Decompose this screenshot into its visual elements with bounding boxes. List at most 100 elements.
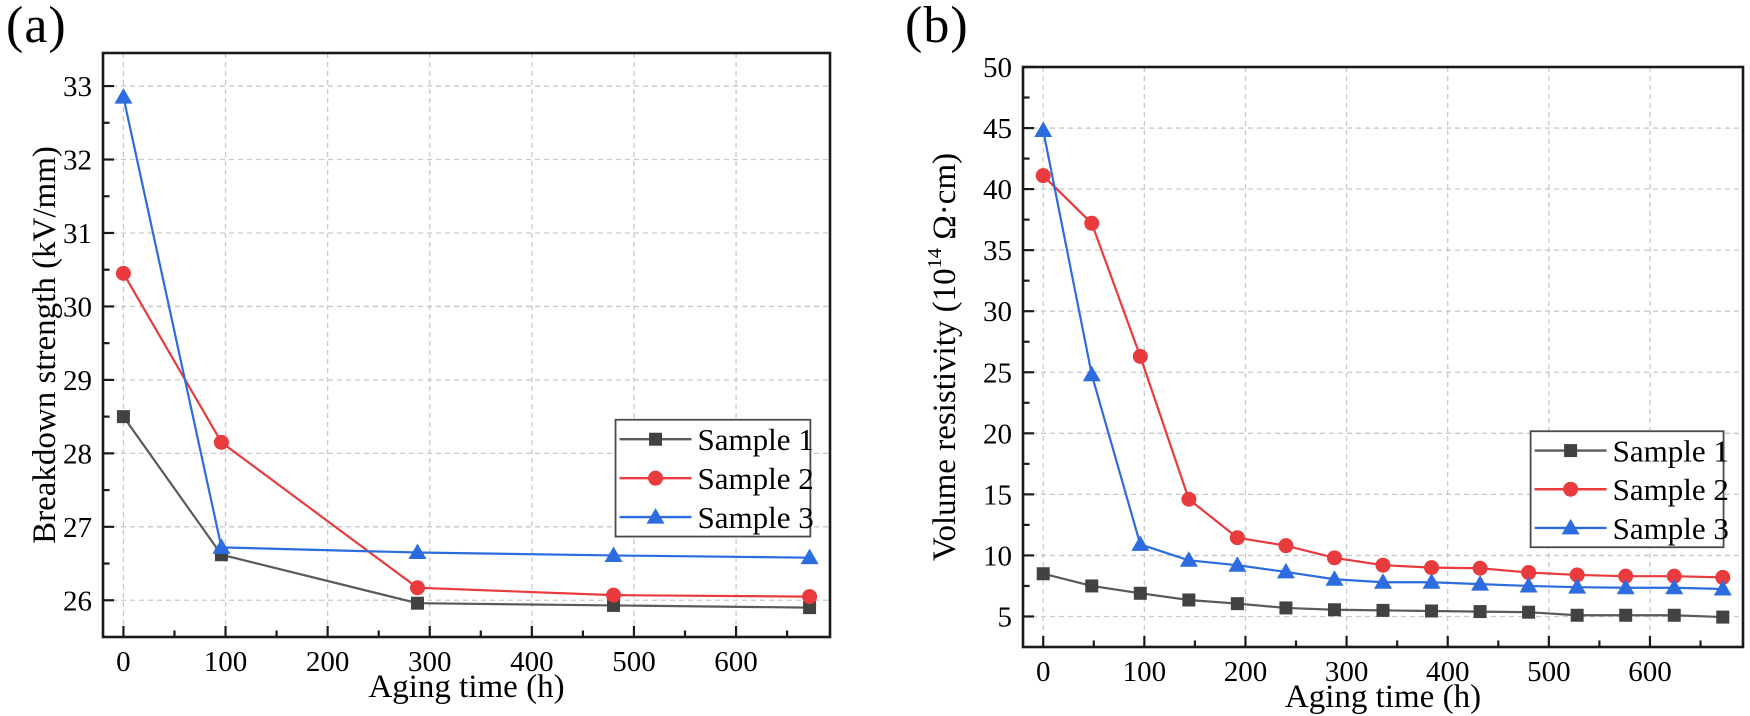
legend-label: Sample 3 bbox=[1613, 511, 1729, 546]
data-point-sample-3 bbox=[114, 88, 133, 104]
data-point-sample-2 bbox=[213, 434, 229, 450]
y-axis-tick-label: 40 bbox=[983, 174, 1012, 206]
x-axis-tick-label: 300 bbox=[1325, 656, 1369, 688]
data-point-sample-2 bbox=[1035, 168, 1051, 184]
data-point-sample-2 bbox=[606, 587, 622, 603]
data-point-sample-1 bbox=[116, 410, 130, 424]
data-point-sample-1 bbox=[1133, 586, 1147, 600]
y-axis-tick-label: 30 bbox=[63, 291, 92, 323]
data-point-sample-3 bbox=[212, 538, 231, 554]
legend-label: Sample 2 bbox=[698, 461, 814, 496]
y-axis-tick-label: 50 bbox=[983, 52, 1012, 84]
x-axis-tick-label: 0 bbox=[116, 646, 131, 678]
data-point-sample-2 bbox=[1521, 565, 1537, 581]
y-axis-tick-label: 28 bbox=[63, 438, 92, 470]
data-point-sample-2 bbox=[1375, 557, 1391, 573]
data-point-sample-3 bbox=[1228, 556, 1247, 572]
data-point-sample-1 bbox=[803, 601, 817, 615]
data-point-sample-1 bbox=[1327, 603, 1341, 617]
data-point-sample-1 bbox=[1570, 608, 1584, 622]
x-axis-tick-label: 200 bbox=[1224, 656, 1268, 688]
data-point-sample-3 bbox=[408, 543, 427, 560]
y-axis-tick-label: 5 bbox=[998, 601, 1013, 633]
data-point-sample-3 bbox=[1276, 562, 1295, 579]
x-axis-tick-label: 500 bbox=[612, 646, 656, 678]
data-point-sample-2 bbox=[409, 580, 425, 596]
chart-b-volume-resistivity: 0 100 200 300 400 500 600 5 10 15 20 25 30 35 40 45 50 Ag… bbox=[924, 52, 1745, 715]
panel-b: (b) 0 100 200 300 400 500 600 5 10 15 20 25 30 35 40 45… bbox=[875, 0, 1750, 716]
data-point-sample-1 bbox=[1473, 605, 1487, 619]
data-point-sample-1 bbox=[607, 598, 621, 612]
data-point-sample-1 bbox=[1425, 604, 1439, 618]
data-point-sample-3 bbox=[1325, 570, 1344, 586]
panel-a: (a) 0 100 200 300 400 500 600 26 27 28 29 30 31 32 33 A… bbox=[6, 0, 832, 705]
y-axis-tick-label: 10 bbox=[983, 540, 1012, 572]
data-point-sample-2 bbox=[1666, 568, 1682, 584]
data-point-sample-3 bbox=[1131, 535, 1150, 551]
data-point-sample-1 bbox=[1376, 603, 1390, 617]
x-axis-tick-label: 400 bbox=[1426, 656, 1470, 688]
data-point-sample-3 bbox=[1034, 121, 1053, 137]
data-point-sample-2 bbox=[1084, 215, 1100, 231]
x-axis-tick-label: 400 bbox=[510, 646, 554, 678]
data-point-sample-3 bbox=[800, 548, 819, 565]
legend-label: Sample 2 bbox=[1613, 472, 1729, 507]
y-axis-tick-label: 45 bbox=[983, 113, 1012, 145]
x-axis-tick-label: 600 bbox=[1628, 656, 1672, 688]
legend-label: Sample 1 bbox=[1613, 434, 1729, 469]
y-axis-tick-label: 35 bbox=[983, 235, 1012, 267]
data-point-sample-3 bbox=[1471, 575, 1490, 591]
data-point-sample-1 bbox=[410, 596, 424, 610]
data-point-sample-3 bbox=[1519, 576, 1538, 593]
data-point-sample-3 bbox=[1179, 551, 1198, 567]
data-point-sample-3 bbox=[1616, 578, 1635, 595]
legend-label: Sample 1 bbox=[698, 422, 814, 457]
data-point-sample-2 bbox=[1715, 569, 1731, 585]
data-point-sample-2 bbox=[1278, 538, 1294, 554]
data-point-sample-2 bbox=[115, 265, 131, 281]
data-point-sample-3 bbox=[1713, 580, 1732, 596]
y-axis-tick-label: 30 bbox=[983, 296, 1012, 328]
legend-label: Sample 3 bbox=[698, 500, 814, 535]
data-point-sample-1 bbox=[1667, 608, 1681, 622]
data-point-sample-2 bbox=[1132, 348, 1148, 364]
y-axis-tick-label: 26 bbox=[63, 585, 92, 617]
data-point-sample-2 bbox=[1569, 567, 1585, 583]
y-axis-tick-label: 15 bbox=[983, 479, 1012, 511]
legend-marker bbox=[1564, 444, 1578, 458]
data-point-sample-1 bbox=[1085, 579, 1099, 593]
y-axis-tick-label: 31 bbox=[63, 218, 92, 250]
y-axis-tick-label: 20 bbox=[983, 418, 1012, 450]
data-point-sample-2 bbox=[1229, 530, 1245, 546]
y-axis-tick-label: 33 bbox=[63, 71, 92, 103]
data-point-sample-3 bbox=[1568, 578, 1587, 594]
data-point-sample-2 bbox=[802, 589, 818, 605]
legend-marker bbox=[648, 470, 664, 486]
x-axis-tick-label: 500 bbox=[1527, 656, 1571, 688]
data-point-sample-2 bbox=[1424, 560, 1440, 576]
data-point-sample-1 bbox=[1716, 610, 1730, 624]
data-point-sample-1 bbox=[1619, 608, 1633, 622]
data-point-sample-1 bbox=[1182, 593, 1196, 607]
y-axis-tick-label: 32 bbox=[63, 145, 92, 177]
data-point-sample-2 bbox=[1618, 568, 1634, 584]
data-point-sample-3 bbox=[1374, 573, 1392, 589]
y-axis-title: Volume resistivity (1014 Ω·cm) bbox=[924, 153, 963, 561]
x-axis-title: Aging time (h) bbox=[368, 669, 564, 705]
data-point-sample-2 bbox=[1326, 550, 1342, 566]
legend-marker bbox=[649, 432, 663, 446]
y-axis-title: Breakdown strength (kV/mm) bbox=[27, 146, 63, 544]
data-point-sample-2 bbox=[1181, 491, 1197, 507]
data-point-sample-1 bbox=[1036, 567, 1050, 581]
legend-marker bbox=[1561, 518, 1580, 535]
data-point-sample-1 bbox=[1522, 605, 1536, 619]
panel-a-label: (a) bbox=[6, 0, 67, 54]
plot-frame bbox=[101, 51, 832, 639]
y-axis-tick-label: 27 bbox=[63, 512, 92, 544]
data-point-sample-1 bbox=[1279, 601, 1293, 615]
plot-frame bbox=[1021, 65, 1745, 649]
legend-marker bbox=[1563, 481, 1579, 497]
y-axis-tick-label: 29 bbox=[63, 365, 92, 397]
data-point-sample-2 bbox=[1472, 560, 1488, 576]
